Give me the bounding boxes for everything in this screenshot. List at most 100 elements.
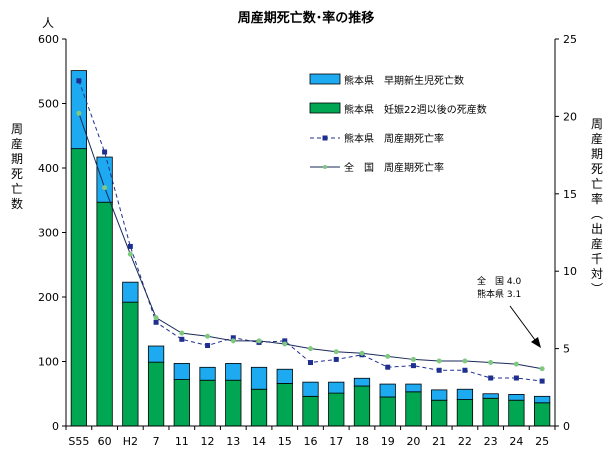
legend-swatch: [309, 102, 341, 114]
legend-label: 熊本県 妊娠22週以後の死産数: [344, 103, 487, 116]
x-tick-label: 18: [355, 435, 369, 448]
bar-stillbirth: [534, 402, 551, 427]
point-kumamoto-rate: [488, 375, 494, 381]
point-national-rate: [230, 338, 236, 344]
x-tick-label: 23: [484, 435, 498, 448]
point-national-rate: [179, 330, 185, 336]
right-axis-label-char: 産: [591, 131, 603, 146]
point-kumamoto-rate: [308, 360, 313, 366]
bar-stillbirth: [225, 379, 242, 427]
left-tick-label: 100: [38, 356, 59, 369]
bar-stillbirth: [276, 383, 293, 427]
right-axis-label-char: ︶: [591, 282, 603, 296]
point-national-rate: [282, 341, 288, 347]
point-national-rate: [205, 333, 211, 339]
annotation-text: 熊本県 3.1: [477, 288, 521, 300]
point-national-rate: [462, 358, 468, 364]
point-kumamoto-rate: [127, 243, 133, 249]
left-axis-unit: 人: [42, 16, 54, 30]
bar-early-neonatal: [508, 393, 525, 401]
bar-early-neonatal: [122, 281, 139, 303]
bar-stillbirth: [431, 399, 448, 427]
bar-early-neonatal: [147, 345, 165, 363]
annotation-text: 全 国 4.0: [477, 275, 521, 287]
bar-early-neonatal: [302, 381, 319, 397]
left-axis-label-char: 産: [11, 136, 23, 151]
bar-early-neonatal: [534, 395, 551, 404]
left-axis-label-char: 周: [11, 122, 23, 136]
bar-early-neonatal: [173, 363, 190, 380]
point-kumamoto-rate: [282, 338, 288, 344]
x-tick-label: 7: [153, 435, 160, 448]
right-tick-label: 5: [563, 343, 570, 356]
bar-stillbirth: [482, 397, 499, 427]
point-national-rate: [333, 349, 339, 355]
point-national-rate: [436, 358, 442, 364]
bar-stillbirth: [379, 396, 396, 427]
left-tick-label: 400: [38, 162, 59, 175]
x-tick-label: 12: [201, 435, 215, 448]
bar-stillbirth: [122, 301, 139, 427]
x-tick-label: 25: [535, 435, 549, 448]
right-axis-label-char: 千: [591, 252, 603, 266]
bar-early-neonatal: [379, 383, 396, 398]
bar-stillbirth: [508, 399, 525, 427]
plot-area: [66, 39, 555, 426]
x-tick-label: 19: [381, 435, 395, 448]
point-national-rate: [513, 361, 519, 367]
annotation-arrowhead: [531, 337, 541, 348]
point-national-rate: [102, 185, 108, 191]
x-tick-label: 21: [432, 435, 446, 448]
bar-early-neonatal: [482, 393, 499, 399]
bar-early-neonatal: [225, 363, 242, 381]
left-tick-label: 300: [38, 227, 59, 240]
point-kumamoto-rate: [76, 78, 82, 84]
right-tick-label: 0: [563, 420, 570, 433]
left-tick-label: 200: [38, 291, 59, 304]
bar-early-neonatal: [250, 366, 268, 390]
chart-title: 周産期死亡数･率の推移: [238, 10, 375, 26]
line-series: [76, 78, 545, 384]
point-national-rate: [410, 356, 416, 362]
x-tick-label: 24: [509, 435, 523, 448]
x-tick-label: 15: [278, 435, 292, 448]
right-tick-label: 10: [563, 265, 577, 278]
bar-stillbirth: [70, 148, 87, 427]
point-national-rate: [308, 346, 313, 352]
right-axis-label-char: ︵: [591, 207, 603, 221]
legend-label: 全 国 周産期死亡率: [344, 161, 444, 174]
bar-stillbirth: [250, 388, 268, 427]
point-national-rate: [127, 251, 133, 257]
x-tick-label: 60: [98, 435, 112, 448]
bar-early-neonatal: [431, 389, 448, 401]
bar-stillbirth: [353, 385, 371, 427]
right-axis-label-char: 亡: [591, 177, 603, 191]
left-axis-label: 周産期死亡数: [11, 122, 23, 211]
right-axis-label-char: 対: [591, 267, 603, 281]
left-axis-label-char: 亡: [11, 182, 23, 196]
bar-series: [70, 70, 551, 427]
bar-stillbirth: [405, 391, 422, 427]
right-tick-label: 15: [563, 188, 577, 201]
bar-stillbirth: [199, 379, 216, 427]
x-tick-label: 14: [252, 435, 266, 448]
point-kumamoto-rate: [436, 367, 442, 373]
point-kumamoto-rate: [153, 319, 159, 325]
bar-stillbirth: [147, 361, 165, 427]
point-kumamoto-rate: [230, 335, 236, 341]
left-tick-label: 600: [38, 33, 59, 46]
left-tick-label: 0: [52, 420, 59, 433]
point-national-rate: [488, 360, 494, 366]
point-kumamoto-rate: [462, 367, 468, 373]
x-tick-label: 22: [458, 435, 472, 448]
plot-background: [66, 39, 555, 426]
right-axis-label-char: 出: [591, 222, 603, 236]
right-tick-label: 25: [563, 33, 577, 46]
bar-early-neonatal: [199, 366, 216, 381]
right-axis-label-char: 率: [591, 191, 603, 206]
bar-stillbirth: [96, 201, 113, 427]
point-national-rate: [256, 338, 262, 344]
